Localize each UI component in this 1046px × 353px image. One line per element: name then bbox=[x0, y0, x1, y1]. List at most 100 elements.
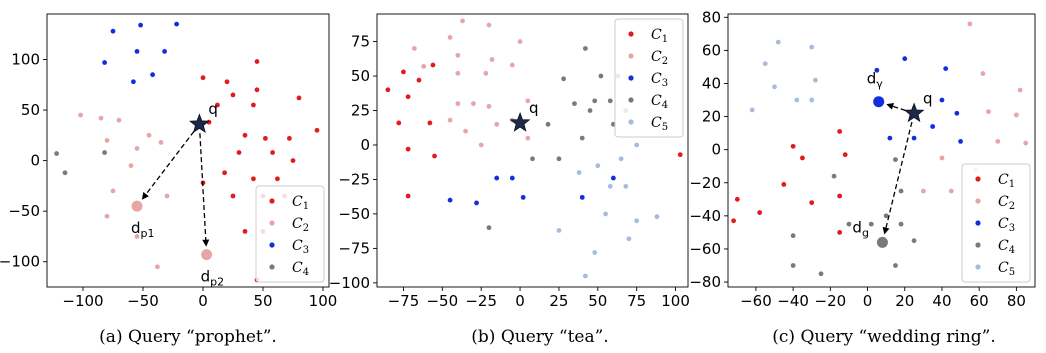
x-tick-label: 25 bbox=[549, 292, 568, 310]
legend-label: C4 bbox=[292, 260, 309, 278]
plot-frame bbox=[376, 13, 689, 288]
data-point-c5 bbox=[582, 273, 588, 279]
data-point-c4 bbox=[545, 121, 551, 127]
x-tick-label: −25 bbox=[465, 292, 497, 310]
data-point-c2 bbox=[134, 234, 140, 239]
legend-marker bbox=[269, 220, 275, 226]
arrow-head bbox=[886, 103, 895, 110]
data-point-c2 bbox=[509, 62, 515, 68]
data-point-c2 bbox=[104, 137, 110, 143]
data-point-c4 bbox=[790, 233, 796, 239]
panel-c: −60 −40 −20 0 20 40 60 80 −80 −60 −40 −20 0 20 40 60 80 d… bbox=[689, 8, 1036, 347]
data-point-c2 bbox=[455, 52, 461, 58]
x-tick-label: 0 bbox=[515, 292, 525, 310]
legend-marker bbox=[628, 97, 634, 103]
y-tick-label: 80 bbox=[702, 8, 721, 26]
data-point-c4 bbox=[911, 238, 917, 244]
distance-arrow bbox=[144, 130, 195, 197]
data-point-c3 bbox=[610, 175, 616, 181]
distance-arrow bbox=[884, 121, 913, 230]
data-point-c4 bbox=[790, 263, 796, 268]
data-point-c1 bbox=[731, 218, 736, 224]
data-point-c3 bbox=[930, 124, 936, 129]
data-point-c3 bbox=[887, 135, 893, 141]
plot-frame bbox=[46, 13, 330, 288]
data-point-c3 bbox=[150, 72, 156, 78]
data-point-c4 bbox=[831, 173, 837, 179]
data-point-c2 bbox=[986, 109, 991, 115]
y-tick-label: −50 bbox=[338, 205, 370, 223]
data-point-c1 bbox=[290, 158, 296, 164]
data-point-c1 bbox=[230, 193, 236, 199]
data-point-c5 bbox=[794, 97, 800, 103]
data-point-c5 bbox=[749, 107, 755, 113]
x-tick-label: −100 bbox=[62, 292, 103, 310]
data-point-c1 bbox=[296, 95, 302, 101]
arrow-head bbox=[882, 226, 890, 235]
data-point-c3 bbox=[102, 60, 107, 65]
data-point-c1 bbox=[287, 135, 292, 141]
data-point-c1 bbox=[401, 69, 406, 75]
data-point-c1 bbox=[222, 170, 228, 176]
y-tick-label: 20 bbox=[702, 108, 721, 126]
y-tick-label: 40 bbox=[702, 74, 721, 92]
data-point-c1 bbox=[251, 176, 256, 182]
data-point-c3 bbox=[579, 194, 585, 200]
data-point-c1 bbox=[781, 182, 787, 187]
legend-marker bbox=[975, 176, 981, 182]
legend-box bbox=[255, 185, 325, 283]
data-point-c3 bbox=[110, 28, 116, 34]
query-star-icon bbox=[903, 102, 925, 123]
legend-marker bbox=[269, 198, 275, 204]
data-point-c5 bbox=[576, 170, 582, 175]
legend-marker bbox=[269, 264, 275, 270]
legend-label: C2 bbox=[292, 216, 309, 234]
data-point-c4 bbox=[868, 221, 874, 227]
data-point-c2 bbox=[78, 112, 83, 118]
data-point-c5 bbox=[772, 84, 777, 90]
data-point-c2 bbox=[455, 70, 461, 76]
legend-marker bbox=[975, 220, 981, 226]
distance-arrow bbox=[199, 133, 207, 242]
legend-label: C1 bbox=[651, 27, 668, 45]
data-point-c4 bbox=[486, 225, 492, 231]
data-point-c1 bbox=[215, 102, 220, 108]
legend-marker bbox=[269, 242, 275, 248]
legend-label: C3 bbox=[292, 238, 309, 256]
data-point-c1 bbox=[254, 59, 260, 64]
data-point-c5 bbox=[618, 156, 624, 162]
target-point bbox=[876, 236, 888, 248]
data-point-c4 bbox=[607, 98, 613, 104]
data-point-c1 bbox=[416, 77, 422, 83]
legend-marker bbox=[628, 119, 634, 125]
data-point-c2 bbox=[98, 115, 104, 121]
y-tick-label: 60 bbox=[702, 41, 721, 59]
data-point-c4 bbox=[572, 101, 577, 107]
arrow-head bbox=[202, 239, 210, 247]
data-point-c1 bbox=[270, 150, 275, 155]
legend-label: C4 bbox=[998, 238, 1015, 256]
data-point-c3 bbox=[447, 197, 453, 203]
x-tick-label: −40 bbox=[777, 292, 809, 310]
data-point-c5 bbox=[634, 218, 640, 224]
x-tick-label: −50 bbox=[127, 292, 159, 310]
data-point-c3 bbox=[174, 21, 180, 27]
data-point-c3 bbox=[520, 194, 526, 200]
data-point-c3 bbox=[958, 139, 963, 144]
data-point-c4 bbox=[54, 151, 59, 156]
data-point-c2 bbox=[1013, 112, 1019, 118]
data-point-c1 bbox=[790, 143, 796, 149]
data-point-c3 bbox=[509, 175, 515, 181]
data-point-c2 bbox=[995, 139, 1001, 144]
x-tick-label: −60 bbox=[740, 292, 772, 310]
data-point-c1 bbox=[734, 196, 740, 202]
legend-marker bbox=[628, 31, 634, 37]
data-point-c1 bbox=[396, 120, 402, 126]
data-point-c1 bbox=[200, 75, 206, 81]
legend-marker bbox=[975, 198, 981, 204]
data-point-c4 bbox=[883, 213, 889, 219]
data-point-c1 bbox=[314, 127, 320, 133]
data-point-c4 bbox=[598, 73, 604, 79]
data-point-c3 bbox=[874, 67, 880, 73]
data-point-c2 bbox=[471, 101, 476, 107]
